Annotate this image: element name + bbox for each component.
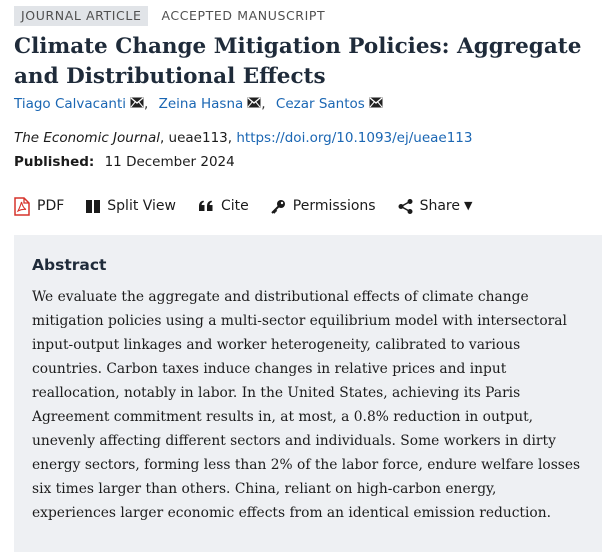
author-name-link[interactable]: Cezar Santos: [275, 96, 365, 112]
article-type-badge: JOURNAL ARTICLE: [14, 6, 149, 26]
abstract-section: Abstract We evaluate the aggregate and d…: [14, 235, 602, 552]
pdf-button[interactable]: PDF: [14, 196, 64, 216]
caret-down-icon: ▼: [464, 199, 473, 212]
article-title: Climate Change Mitigation Policies: Aggr…: [14, 34, 582, 89]
author-item: Zeina Hasna: [159, 95, 262, 113]
permissions-label: Permissions: [292, 198, 376, 214]
citation-line: The Economic Journal, ueae113, https://d…: [14, 129, 472, 147]
share-label: Share: [419, 198, 460, 214]
split-view-icon: [86, 199, 101, 213]
pdf-label: PDF: [37, 198, 65, 214]
cite-label: Cite: [221, 198, 249, 214]
split-view-label: Split View: [107, 198, 176, 214]
key-icon: [271, 199, 286, 214]
envelope-icon[interactable]: [247, 95, 261, 113]
author-name-link[interactable]: Tiago Calvacanti: [14, 96, 126, 112]
article-id: , ueae113,: [159, 130, 237, 146]
published-date: 11 December 2024: [104, 154, 235, 170]
journal-name: The Economic Journal: [14, 130, 160, 146]
cite-button[interactable]: Cite: [198, 196, 249, 216]
author-separator: ,: [143, 96, 149, 112]
permissions-button[interactable]: Permissions: [271, 196, 376, 216]
author-list: Tiago Calvacanti , Zeina Hasna , Cezar S…: [14, 95, 383, 113]
article-toolbar: PDF Split View Cite Permissions Share ▼: [14, 196, 472, 216]
abstract-heading: Abstract: [32, 256, 107, 274]
published-line: Published: 11 December 2024: [14, 153, 235, 171]
author-item: Tiago Calvacanti: [14, 95, 144, 113]
envelope-icon[interactable]: [130, 95, 144, 113]
article-badges: JOURNAL ARTICLE ACCEPTED MANUSCRIPT: [14, 6, 332, 26]
author-name-link[interactable]: Zeina Hasna: [158, 96, 244, 112]
published-label: Published:: [14, 154, 95, 170]
share-icon: [398, 198, 413, 214]
quote-icon: [198, 200, 214, 212]
abstract-text: We evaluate the aggregate and distributi…: [32, 289, 581, 521]
author-item: Cezar Santos: [276, 95, 383, 113]
doi-link[interactable]: https://doi.org/10.1093/ej/ueae113: [236, 130, 473, 146]
pdf-file-icon: [14, 196, 30, 216]
split-view-button[interactable]: Split View: [86, 196, 176, 216]
manuscript-status-badge: ACCEPTED MANUSCRIPT: [161, 8, 326, 23]
envelope-icon[interactable]: [369, 95, 383, 113]
share-dropdown[interactable]: Share ▼: [398, 196, 473, 216]
author-separator: ,: [261, 96, 266, 112]
